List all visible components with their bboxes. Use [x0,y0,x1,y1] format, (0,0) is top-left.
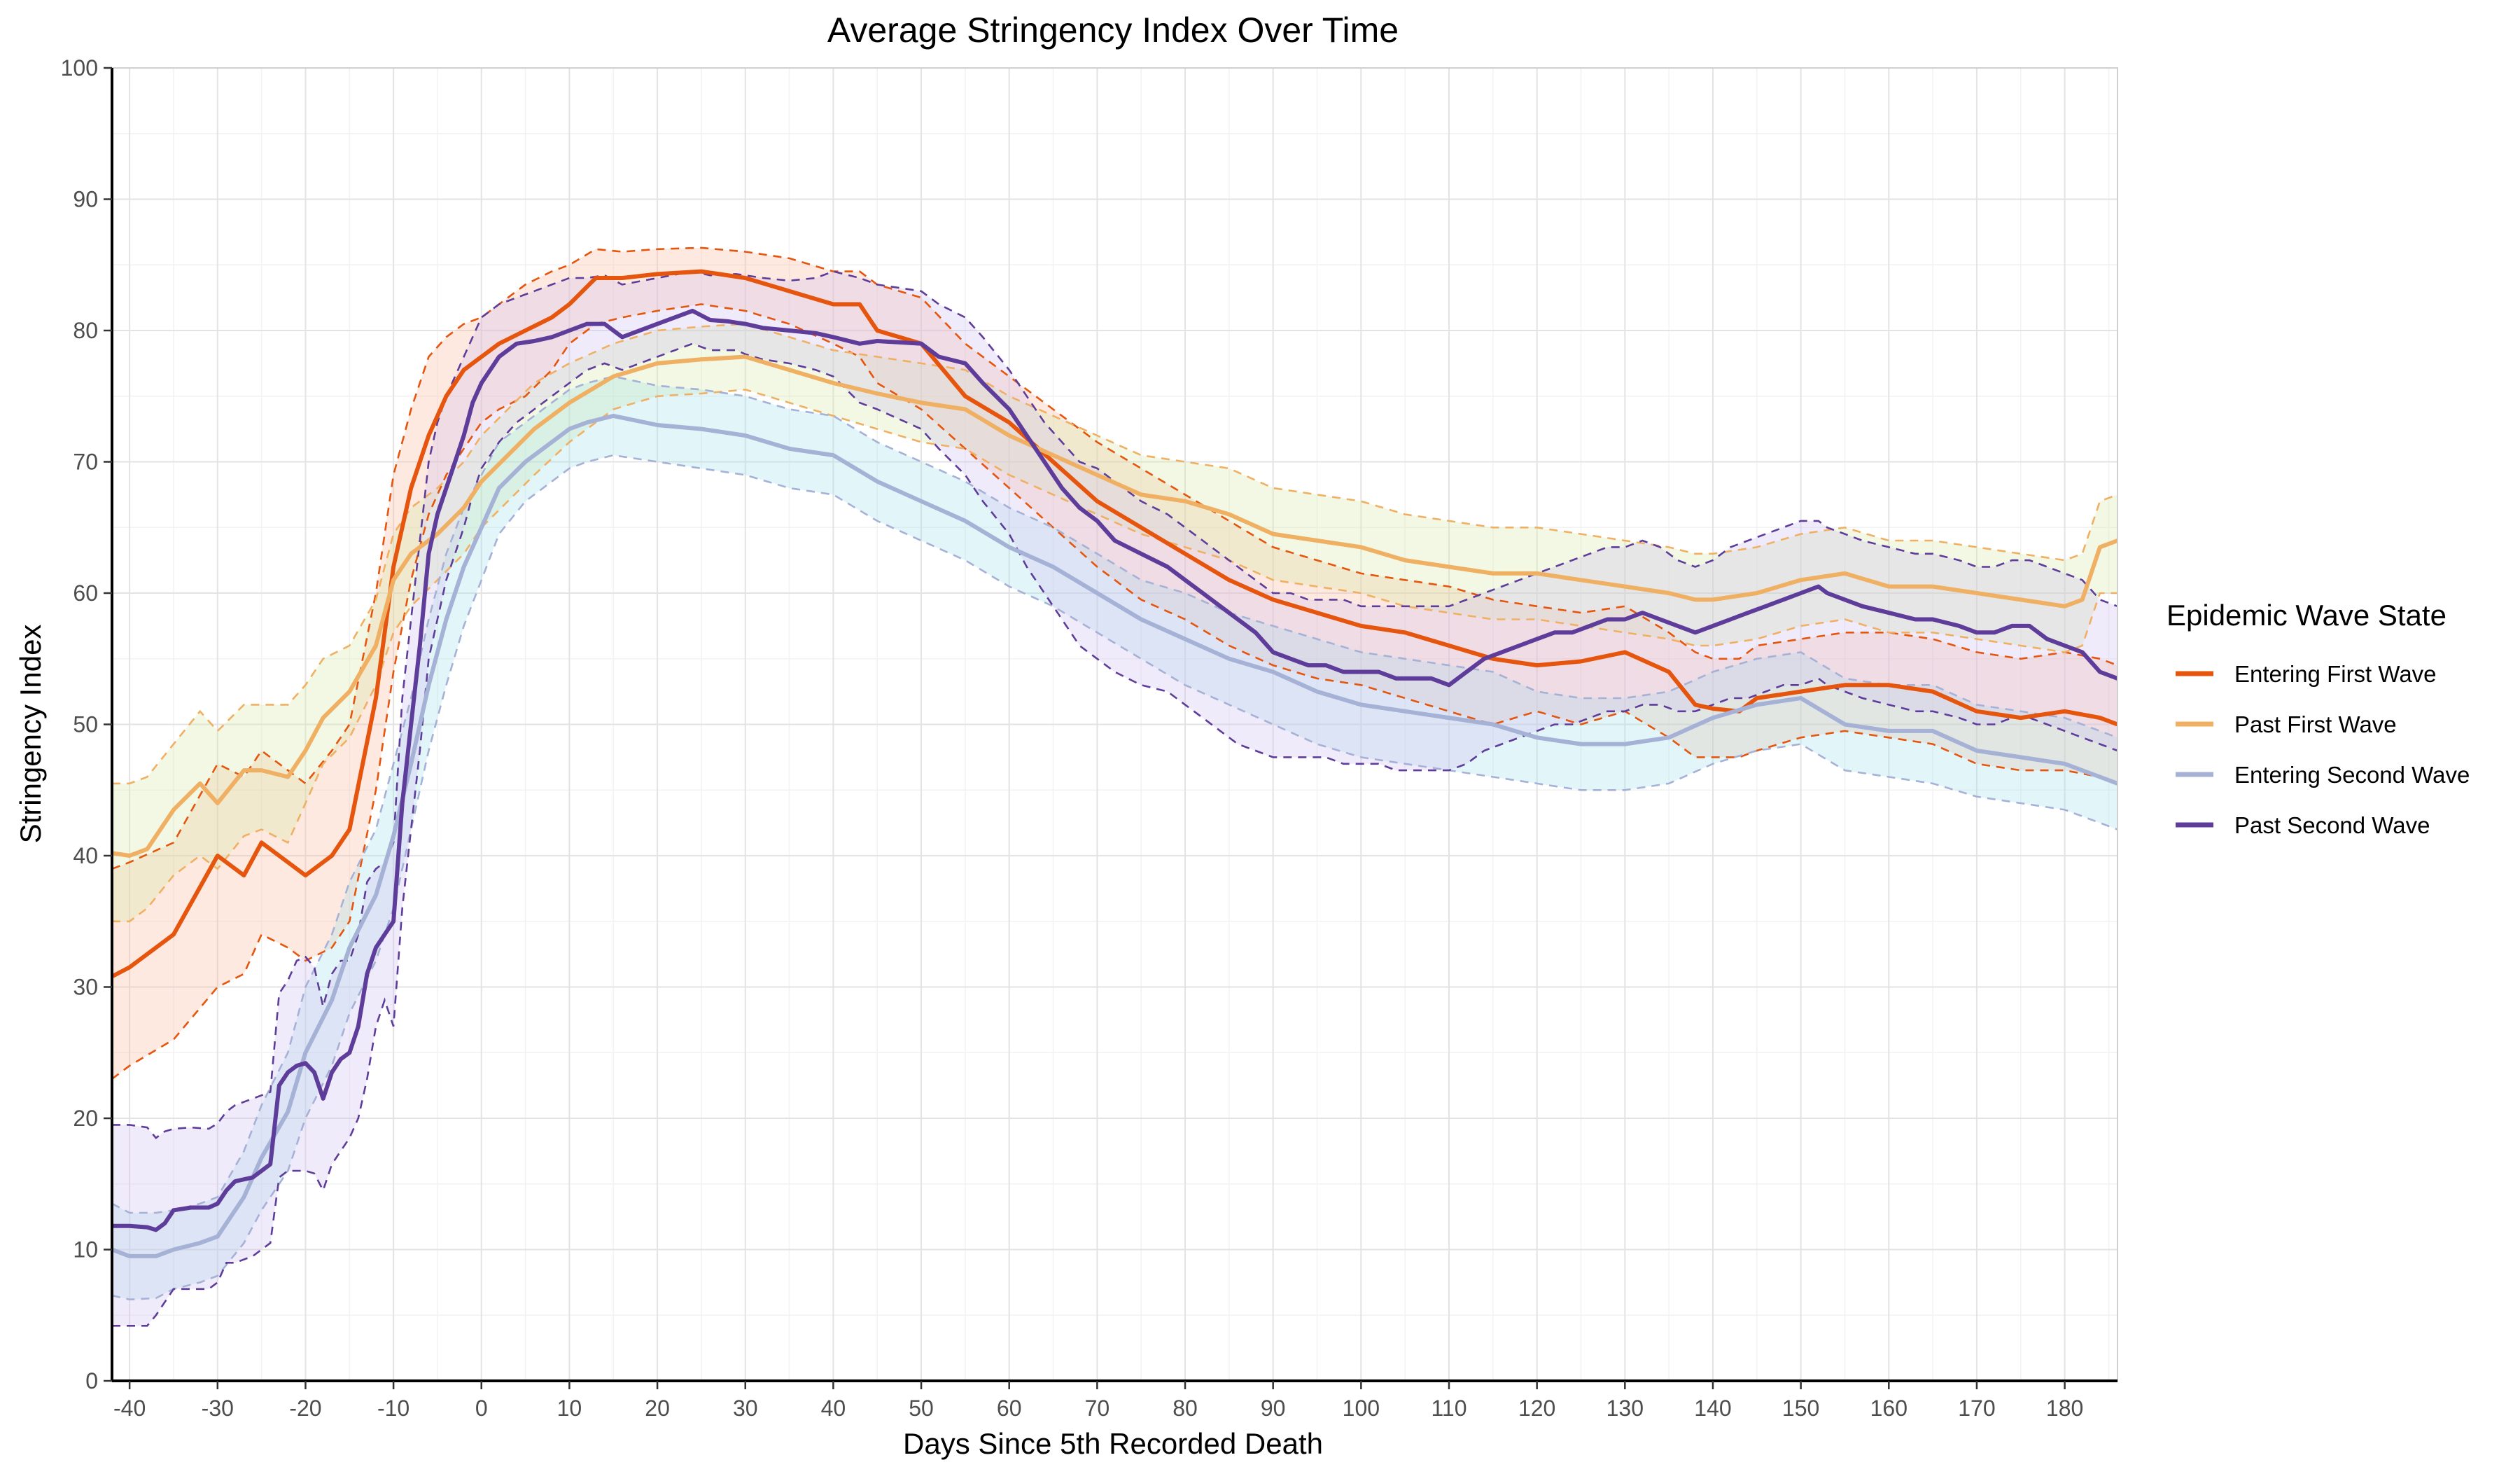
entering-second-wave-line [111,413,2119,1258]
entering-second-wave-lower-bound [111,454,2118,1301]
x-tick-label: 80 [1172,1396,1198,1421]
entering-first-wave-legend-label: Entering First Wave [2234,661,2437,687]
entering-second-wave-upper-bound [111,375,2118,1214]
entering-first-wave-lower-bound [111,303,2118,1080]
x-tick-label: -30 [202,1396,234,1421]
x-tick-label: 60 [997,1396,1022,1421]
x-tick-label: 30 [733,1396,758,1421]
legend-title: Epidemic Wave State [2166,599,2446,632]
y-tick-label: 0 [85,1368,98,1393]
y-tick-label: 20 [73,1106,98,1131]
past-first-wave-line [111,354,2119,858]
x-tick-label: -10 [377,1396,410,1421]
y-tick-label: 60 [73,580,98,606]
past-second-wave-legend-label: Past Second Wave [2234,812,2430,838]
x-tick-label: 110 [1431,1396,1466,1421]
y-tick-label: 50 [73,712,98,737]
x-tick-label: 120 [1518,1396,1555,1421]
past-second-wave-line [112,308,2119,1232]
axes: 0 10 20 30 40 50 60 70 80 90 100 -40 -30 -20 -10 0 10 20 3… [61,55,2118,1421]
x-tick-label: 50 [909,1396,934,1421]
x-tick-label: 160 [1870,1396,1907,1421]
entering-second-wave-legend-label: Entering Second Wave [2234,762,2470,788]
entering-first-wave-band [112,247,2118,1079]
legend-items: Entering First Wave Past First Wave Enteri… [2176,661,2470,838]
x-tick-label: 150 [1782,1396,1819,1421]
x-tick-label: 170 [1958,1396,1995,1421]
y-tick-label: 10 [73,1237,98,1263]
past-first-wave-lower-bound [112,389,2118,923]
y-tick-label: 70 [73,450,98,475]
x-tick-label: -40 [113,1396,146,1421]
mean-lines [111,269,2119,1258]
x-tick-label: 10 [557,1396,582,1421]
y-tick-label: 30 [73,975,98,1000]
x-tick-label: 140 [1694,1396,1731,1421]
legend: Epidemic Wave State Entering First Wave P… [2166,599,2470,838]
past-first-wave-legend-label: Past First Wave [2234,711,2397,737]
x-tick-label: 0 [475,1396,488,1421]
x-tick-label: 130 [1606,1396,1644,1421]
x-axis-title: Days Since 5th Recorded Death [903,1427,1323,1460]
x-tick-label: -20 [289,1396,321,1421]
past-second-wave-lower-bound [112,342,2118,1327]
y-tick-label: 90 [73,187,98,212]
x-tick-label: 70 [1085,1396,1110,1421]
grid-lines [112,67,2118,1382]
y-axis-title: Stringency Index [14,625,47,844]
x-tick-label: 100 [1343,1396,1380,1421]
entering-first-wave-upper-bound [111,246,2118,870]
chart-title: Average Stringency Index Over Time [827,11,1399,50]
y-tick-label: 40 [73,843,98,868]
y-tick-label: 80 [73,318,98,343]
x-tick-label: 40 [821,1396,846,1421]
past-first-wave-upper-bound [112,323,2118,785]
x-tick-label: 180 [2046,1396,2083,1421]
y-tick-label: 100 [61,55,98,81]
x-tick-label: 90 [1261,1396,1286,1421]
x-tick-label: 20 [645,1396,670,1421]
